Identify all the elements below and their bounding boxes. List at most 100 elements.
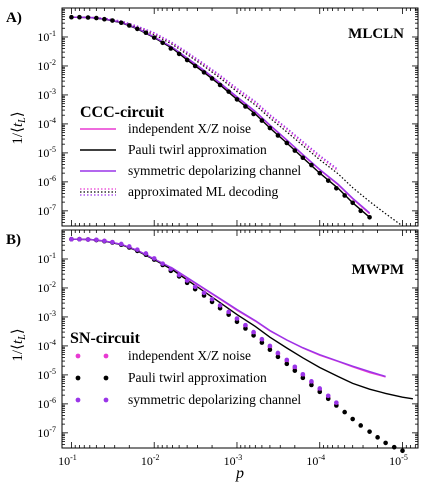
decoder-label: MWPM (352, 262, 404, 278)
series-layer (69, 236, 414, 454)
data-point (135, 247, 140, 252)
x-tick-label: 10-5 (389, 453, 408, 468)
x-tick-label: 10-1 (58, 453, 77, 468)
data-point (126, 244, 132, 249)
x-tick-label: 10-2 (141, 453, 160, 468)
data-point (267, 347, 273, 353)
series-points (69, 236, 339, 405)
data-point (334, 400, 339, 405)
plot-frame (61, 7, 419, 227)
data-point (391, 444, 397, 450)
data-point (217, 82, 223, 88)
data-point (325, 393, 331, 399)
data-point (334, 185, 339, 191)
x-tick-label: 10-4 (306, 453, 325, 468)
data-point (176, 272, 182, 278)
data-point (143, 30, 149, 36)
data-point (234, 97, 240, 102)
panel-label: B) (6, 232, 21, 248)
data-point (367, 429, 372, 434)
x-axis-label: p (235, 465, 244, 482)
data-point (77, 236, 82, 242)
y-tick-label: 10-7 (37, 425, 56, 440)
legend-title: CCC-circuit (80, 104, 165, 121)
data-point (102, 238, 107, 244)
data-point (151, 256, 157, 261)
series-line (71, 16, 339, 172)
legend-entry: Pauli twirl approximation (128, 142, 267, 157)
data-point (300, 375, 306, 381)
data-point (251, 333, 256, 338)
data-point (317, 389, 323, 395)
data-point (94, 237, 99, 243)
data-point (243, 104, 248, 109)
data-point (209, 76, 215, 81)
data-point (234, 319, 240, 325)
series-line (71, 238, 386, 378)
data-point (350, 416, 355, 422)
legend-marker (75, 375, 81, 381)
y-tick-label: 10-6 (37, 174, 56, 189)
data-point (201, 290, 207, 296)
series-line (71, 16, 339, 170)
data-point (251, 329, 256, 335)
data-point (267, 343, 273, 349)
y-tick-label: 10-4 (37, 116, 56, 131)
series-points (69, 14, 372, 220)
data-point (160, 40, 165, 46)
legend-title: SN-circuit (70, 330, 141, 347)
legend: SN-circuit independent X/Z noise Pauli tw… (70, 330, 301, 407)
data-point (375, 435, 380, 440)
data-point (192, 63, 198, 69)
data-point (209, 296, 215, 302)
data-point (259, 340, 265, 345)
data-point (226, 89, 231, 94)
data-point (110, 18, 115, 23)
data-point (284, 361, 290, 367)
data-point (77, 14, 82, 20)
y-tick-label: 10-7 (37, 203, 56, 218)
data-point (284, 357, 290, 363)
data-point (292, 148, 298, 153)
data-point (309, 379, 314, 384)
legend-marker (103, 397, 109, 403)
data-point (358, 423, 364, 428)
data-point (317, 386, 323, 391)
data-point (259, 118, 265, 123)
data-point (267, 125, 273, 131)
data-point (217, 303, 223, 308)
data-point (300, 371, 306, 377)
y-tick-label: 10-1 (37, 29, 56, 44)
y-axis-label: 1/⟨tL⟩ (10, 111, 28, 144)
data-point (126, 23, 132, 28)
data-point (226, 309, 231, 315)
y-tick-label: 10-6 (37, 396, 56, 411)
data-point (367, 214, 372, 220)
panel-b: 10-110-210-310-410-510-610-7 10-1 10-2 10-… (6, 229, 419, 482)
legend-entry: approximated ML decoding (128, 184, 278, 199)
data-point (192, 284, 198, 290)
data-point (184, 57, 190, 63)
plot-frame (61, 229, 419, 449)
data-point (243, 326, 248, 331)
legend-marker (103, 353, 109, 359)
data-point (85, 237, 91, 242)
y-axis-label: 1/⟨tL⟩ (10, 328, 28, 361)
data-point (69, 14, 74, 20)
y-tick-label: 10-2 (37, 280, 56, 295)
data-point (160, 261, 165, 266)
legend-marker (75, 353, 81, 359)
decoder-label: MLCLN (348, 26, 404, 42)
data-point (342, 409, 347, 415)
data-point (251, 111, 256, 117)
data-point (85, 15, 91, 20)
y-tick-label: 10-1 (37, 251, 56, 266)
y-tick-labels: 10-1 10-2 10-3 10-4 10-5 10-6 10-7 (37, 251, 56, 440)
data-point (275, 350, 281, 356)
y-tick-labels: 10-1 10-2 10-3 10-4 10-5 10-6 10-7 (37, 29, 56, 218)
data-point (292, 368, 298, 373)
y-tick-label: 10-3 (37, 87, 56, 102)
data-point (275, 133, 281, 138)
legend-marker (103, 375, 109, 381)
